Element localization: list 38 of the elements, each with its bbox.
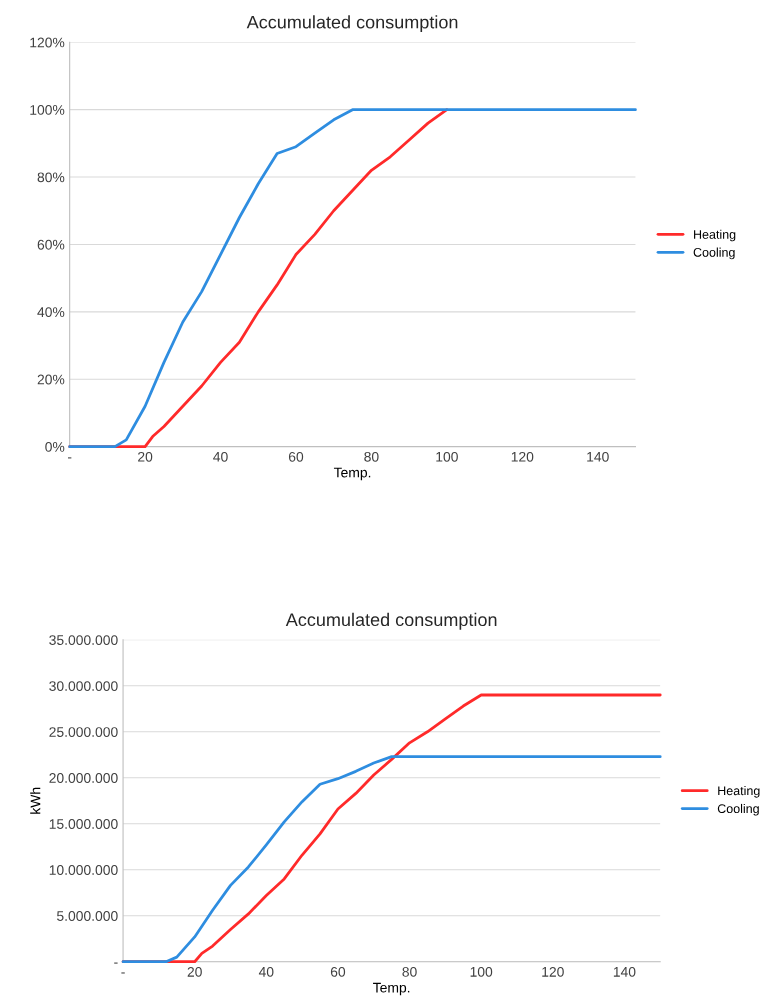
y-tick-label: 15.000.000 <box>49 819 118 829</box>
x-axis-title: Temp. <box>333 467 371 481</box>
x-tick-label: 120 <box>542 966 564 977</box>
y-tick-label: 40% <box>37 307 65 318</box>
y-tick-label: 35.000.000 <box>49 635 118 645</box>
x-tick-label: 80 <box>402 966 417 977</box>
y-tick-label: 20% <box>37 374 65 385</box>
legend-label: Cooling <box>717 803 759 816</box>
x-tick-label: 100 <box>436 451 458 462</box>
y-tick-label: 5.000.000 <box>56 911 118 921</box>
y-tick-label: 0% <box>45 442 65 452</box>
y-tick-label: 20.000.000 <box>49 773 118 783</box>
x-tick-label: 40 <box>258 966 274 977</box>
y-tick-label: 80% <box>37 172 65 183</box>
chart-title: Accumulated consumption <box>246 15 458 33</box>
y-axis-title: kWh <box>30 787 41 814</box>
y-tick-label: 60% <box>37 239 65 250</box>
legend-label: Heating <box>718 786 760 798</box>
y-tick-label: - <box>114 962 118 964</box>
y-tick-label: 10.000.000 <box>49 865 118 875</box>
x-tick-label: 20 <box>187 966 202 977</box>
x-tick-label: 60 <box>330 966 346 977</box>
chart-title: Accumulated consumption <box>285 612 497 630</box>
x-tick-label: 100 <box>470 966 493 977</box>
x-tick-label: 60 <box>288 451 304 462</box>
y-tick-label: 25.000.000 <box>49 727 118 737</box>
x-axis-title: Temp. <box>373 982 410 996</box>
x-tick-label: 140 <box>613 966 636 977</box>
legend-label: Heating <box>694 229 736 242</box>
y-tick-label: 100% <box>30 104 65 115</box>
y-tick-label: 30.000.000 <box>49 681 118 691</box>
x-tick-label: 140 <box>587 451 609 462</box>
y-tick-label: 120% <box>30 37 65 48</box>
x-tick-label: 40 <box>213 451 228 462</box>
x-tick-label: 120 <box>511 451 534 462</box>
x-tick-label: 20 <box>138 451 153 462</box>
legend-label: Cooling <box>693 247 735 260</box>
x-tick-label: 80 <box>364 451 379 462</box>
